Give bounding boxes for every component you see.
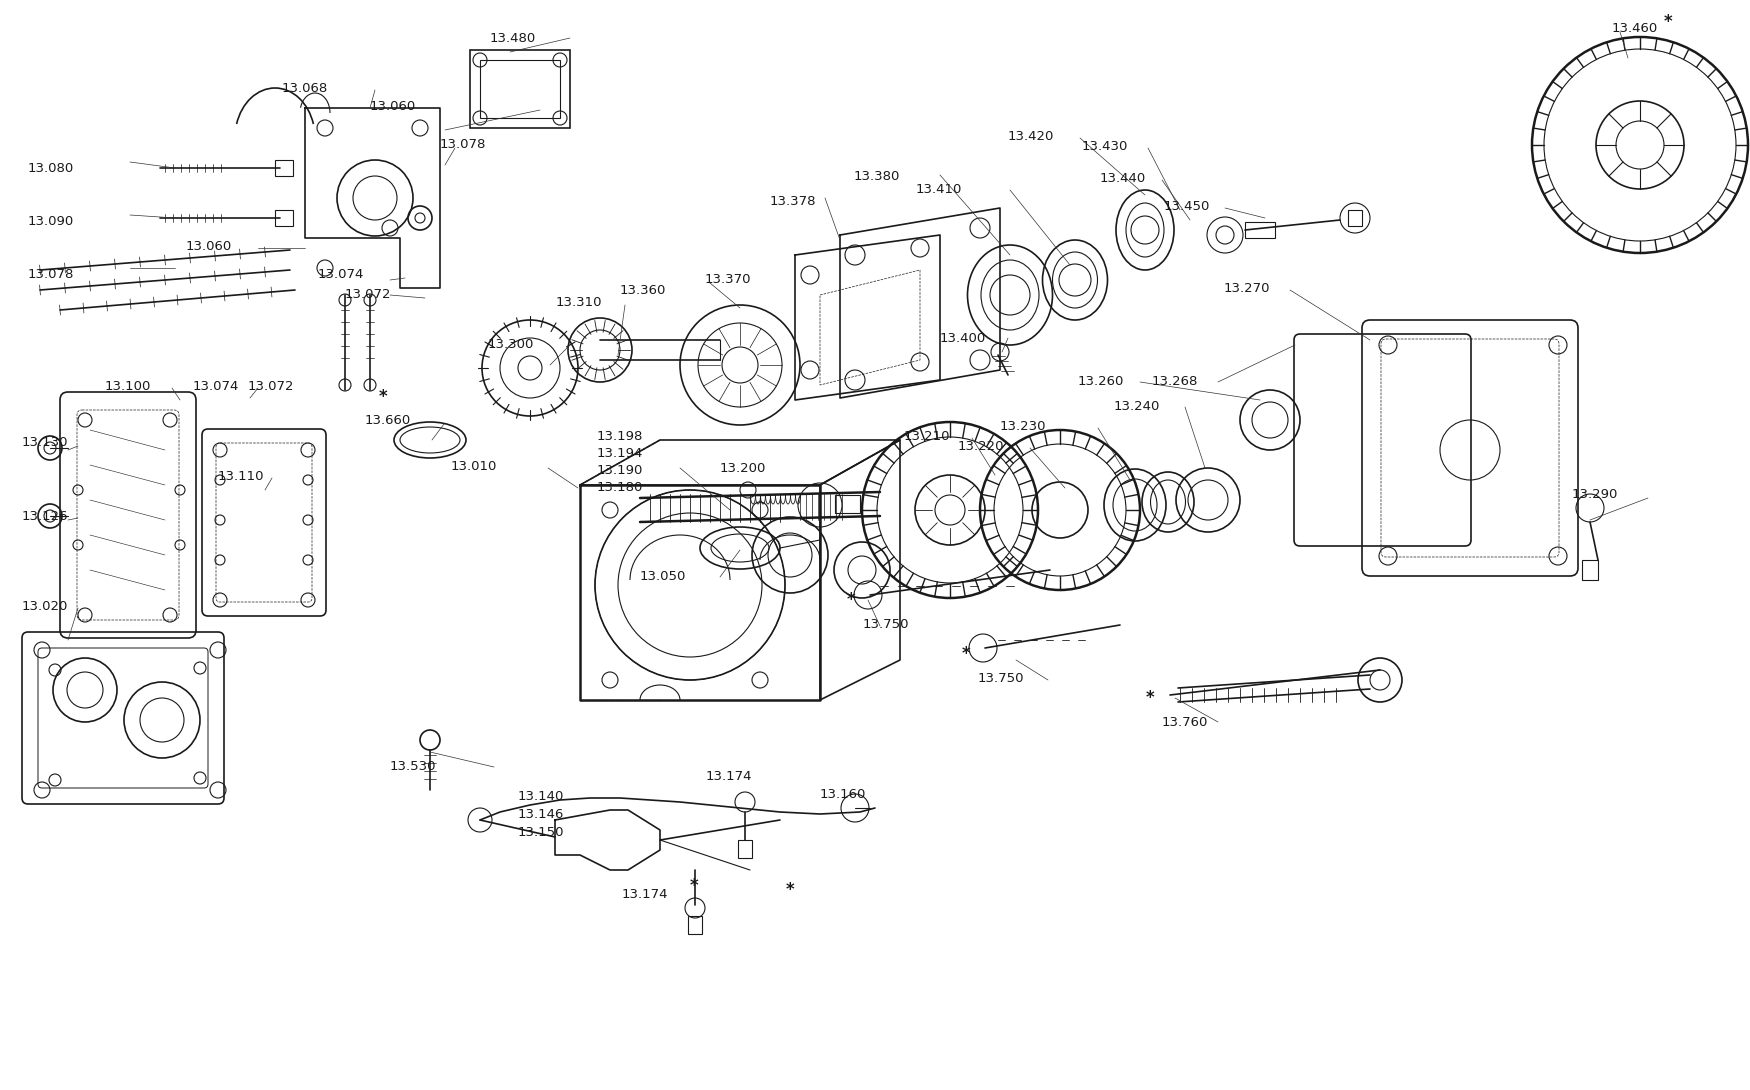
Text: 13.450: 13.450 xyxy=(1164,199,1211,213)
Bar xyxy=(1244,222,1276,238)
Text: 13.126: 13.126 xyxy=(23,510,68,523)
Text: *: * xyxy=(1146,689,1155,707)
Bar xyxy=(275,160,292,175)
Text: 13.078: 13.078 xyxy=(28,268,75,281)
Text: 13.300: 13.300 xyxy=(488,338,534,351)
Text: 13.440: 13.440 xyxy=(1101,172,1146,185)
Text: 13.078: 13.078 xyxy=(439,138,487,152)
Text: 13.090: 13.090 xyxy=(28,215,74,228)
Text: 13.460: 13.460 xyxy=(1612,22,1659,35)
Text: 13.074: 13.074 xyxy=(192,380,240,393)
Text: 13.200: 13.200 xyxy=(719,462,766,475)
Text: 13.060: 13.060 xyxy=(369,100,416,113)
Text: 13.430: 13.430 xyxy=(1082,140,1129,153)
Text: 13.072: 13.072 xyxy=(345,288,392,301)
Text: 13.420: 13.420 xyxy=(1008,130,1054,143)
Bar xyxy=(275,210,292,226)
Text: 13.370: 13.370 xyxy=(705,272,751,286)
Text: 13.140: 13.140 xyxy=(518,790,565,803)
Text: 13.750: 13.750 xyxy=(863,618,910,631)
Bar xyxy=(471,50,570,128)
Text: 13.380: 13.380 xyxy=(854,170,901,183)
Text: *: * xyxy=(690,877,698,895)
Text: 13.150: 13.150 xyxy=(518,826,565,839)
Text: 13.068: 13.068 xyxy=(282,82,329,95)
Text: 13.080: 13.080 xyxy=(28,162,74,175)
Text: 13.760: 13.760 xyxy=(1162,716,1207,729)
Text: 13.110: 13.110 xyxy=(219,470,264,483)
Text: 13.100: 13.100 xyxy=(105,380,152,393)
Bar xyxy=(480,60,560,118)
Text: *: * xyxy=(378,388,387,405)
Text: 13.750: 13.750 xyxy=(978,673,1024,685)
Text: 13.010: 13.010 xyxy=(452,460,497,473)
Text: 13.174: 13.174 xyxy=(705,770,752,783)
Text: *: * xyxy=(1664,13,1673,31)
Text: 13.530: 13.530 xyxy=(390,760,436,773)
Text: 13.198: 13.198 xyxy=(597,429,644,443)
Text: 13.230: 13.230 xyxy=(999,420,1046,433)
Bar xyxy=(1348,210,1362,226)
Bar xyxy=(1582,560,1598,580)
Text: 13.378: 13.378 xyxy=(770,195,817,208)
Text: 13.210: 13.210 xyxy=(905,429,950,443)
Bar xyxy=(835,495,859,513)
Text: 13.660: 13.660 xyxy=(366,414,411,427)
Text: 13.240: 13.240 xyxy=(1115,400,1160,413)
Text: 13.174: 13.174 xyxy=(621,888,668,901)
Text: 13.360: 13.360 xyxy=(620,284,667,296)
Bar xyxy=(688,916,702,934)
Text: 13.072: 13.072 xyxy=(248,380,294,393)
Text: 13.400: 13.400 xyxy=(940,332,987,346)
Text: 13.020: 13.020 xyxy=(23,600,68,613)
Text: *: * xyxy=(847,591,856,609)
Text: 13.270: 13.270 xyxy=(1223,282,1270,295)
Text: 13.180: 13.180 xyxy=(597,481,644,494)
Text: 13.190: 13.190 xyxy=(597,464,644,477)
Text: 13.050: 13.050 xyxy=(640,570,686,583)
Text: 13.074: 13.074 xyxy=(318,268,364,281)
Text: 13.480: 13.480 xyxy=(490,32,536,45)
Text: 13.410: 13.410 xyxy=(915,183,962,196)
Text: *: * xyxy=(786,881,794,899)
Text: 13.260: 13.260 xyxy=(1078,375,1125,388)
Text: 13.160: 13.160 xyxy=(821,788,866,801)
Text: 13.130: 13.130 xyxy=(23,436,68,449)
Text: 13.220: 13.220 xyxy=(957,440,1004,453)
Text: 13.310: 13.310 xyxy=(556,296,602,308)
Bar xyxy=(738,840,752,858)
Text: 13.268: 13.268 xyxy=(1152,375,1199,388)
Text: *: * xyxy=(963,645,970,663)
Text: 13.146: 13.146 xyxy=(518,808,565,821)
Text: 13.060: 13.060 xyxy=(186,240,233,253)
Text: 13.290: 13.290 xyxy=(1572,488,1619,501)
Text: 13.194: 13.194 xyxy=(597,447,644,460)
